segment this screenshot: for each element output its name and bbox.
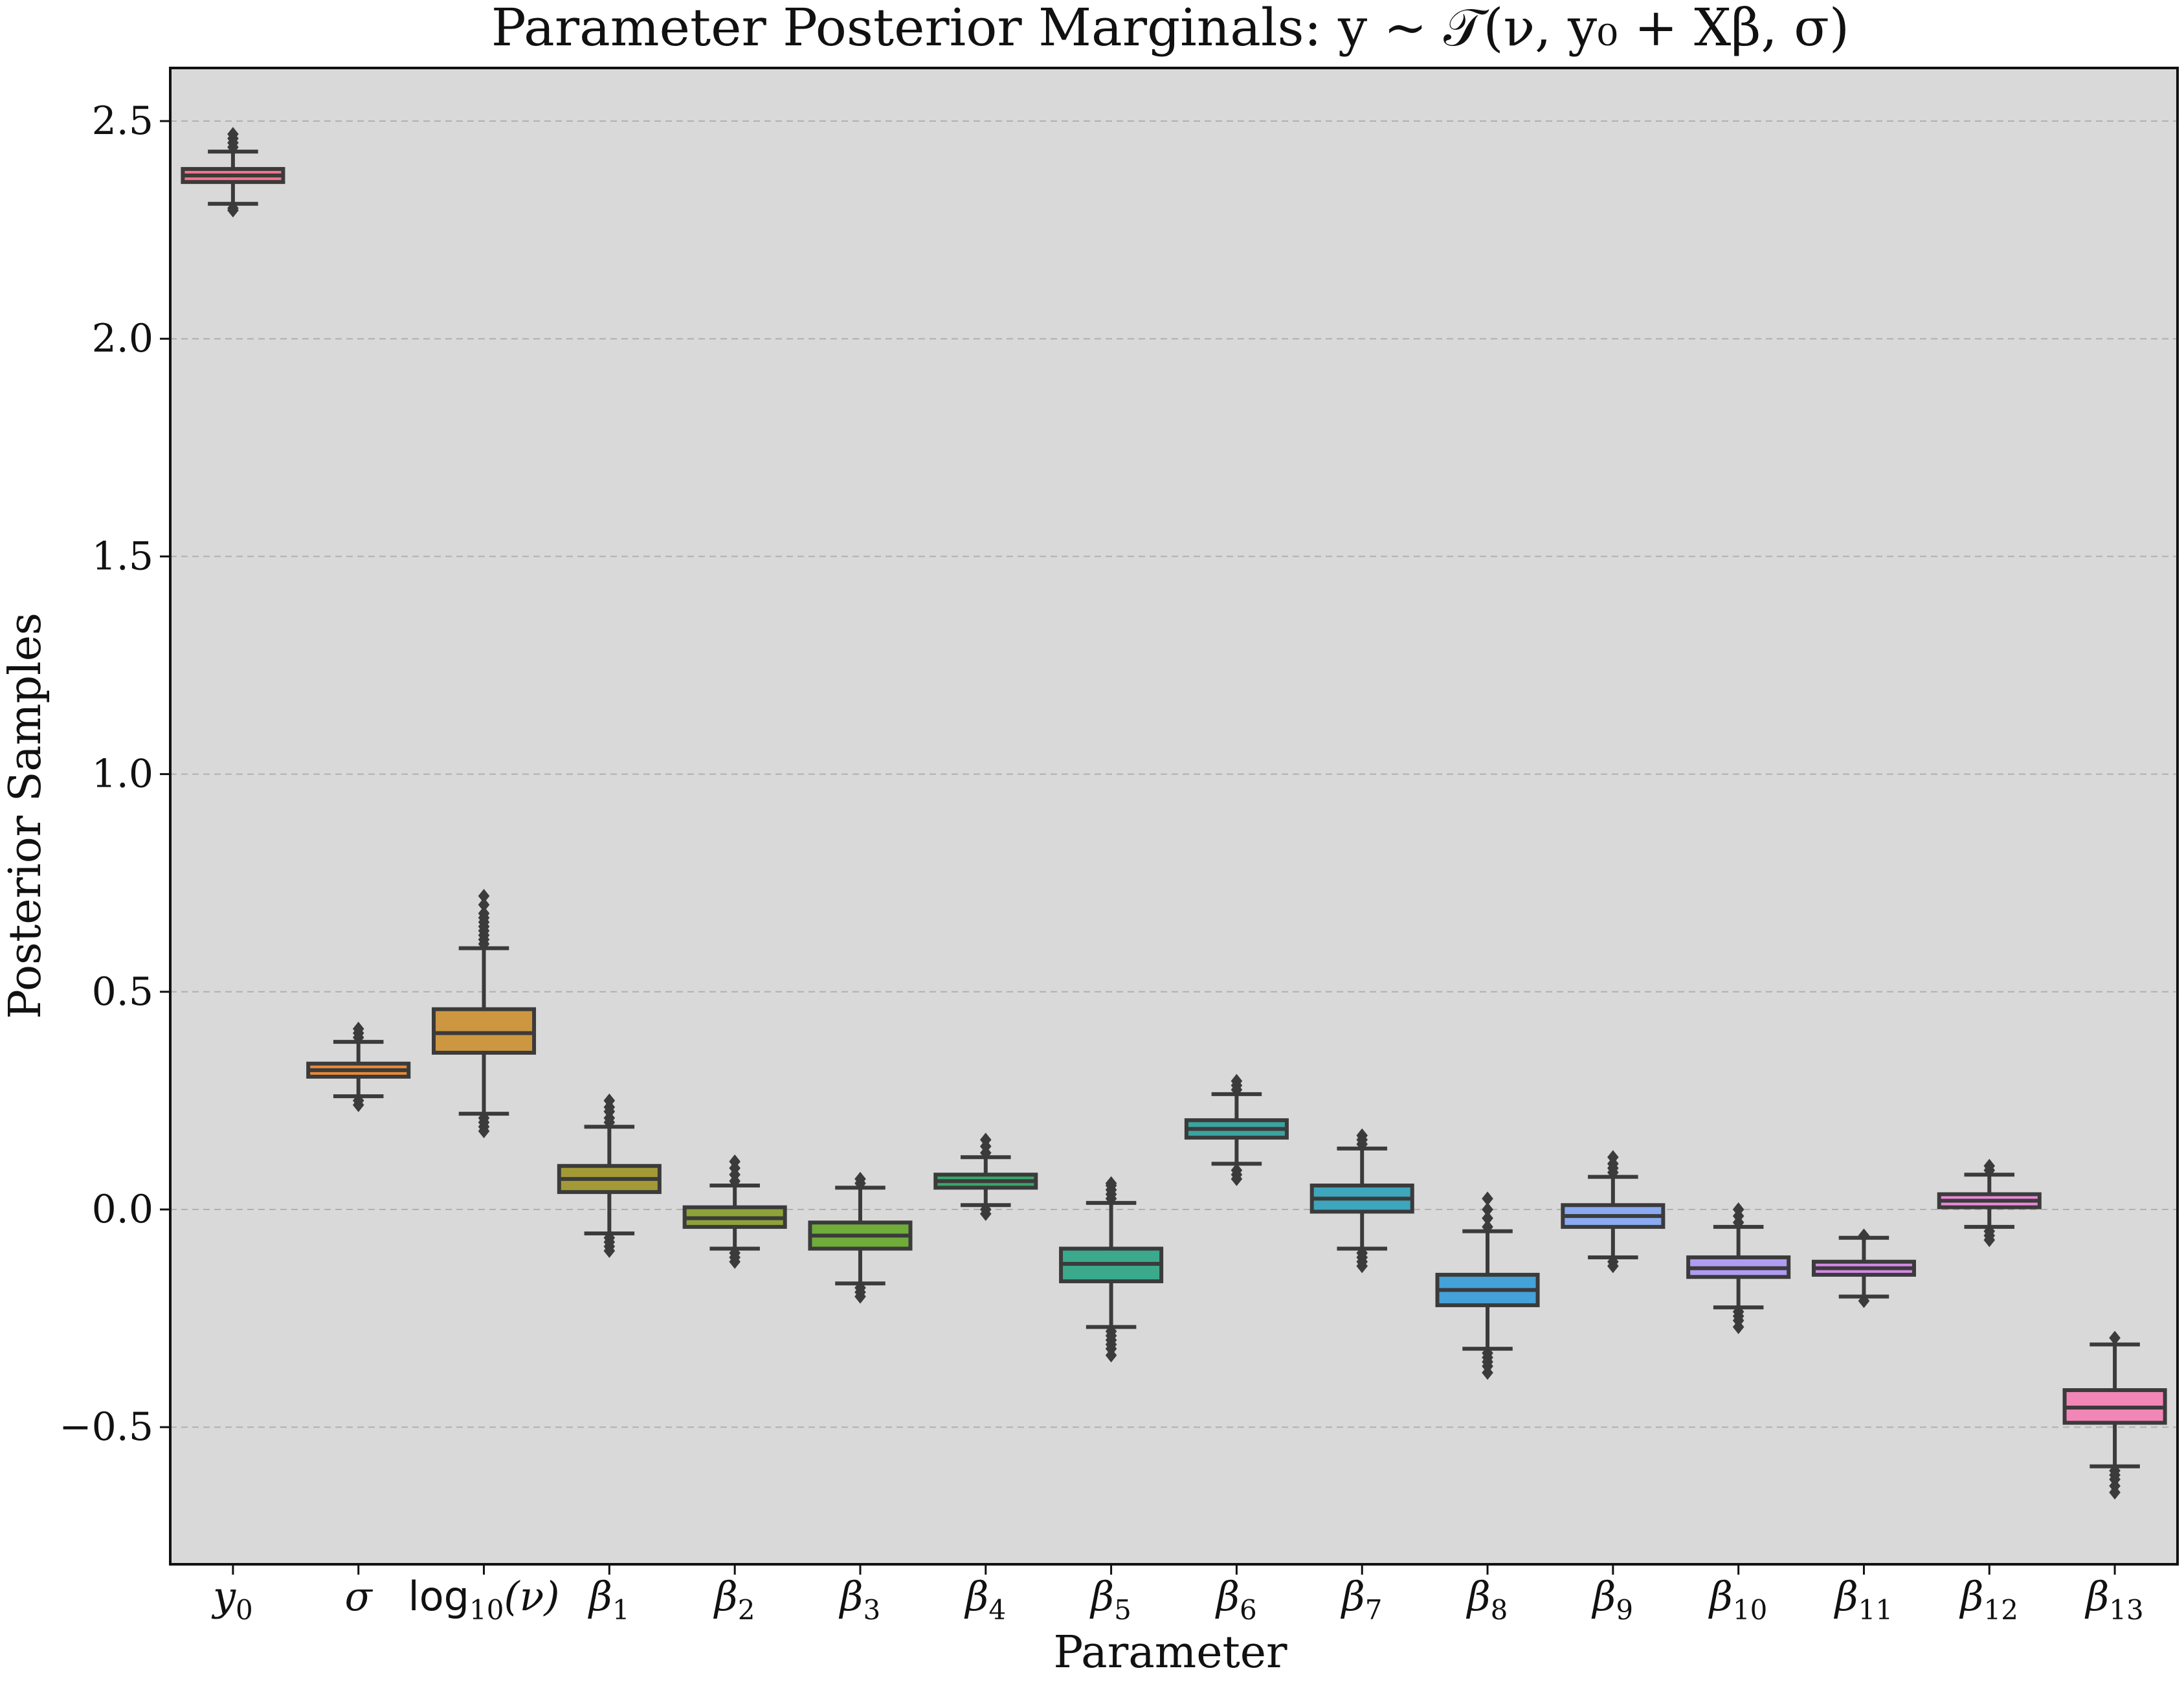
box-beta-10 — [1686, 1202, 1791, 1334]
box-log10-nu — [432, 888, 537, 1138]
outlier-point — [1356, 1128, 1368, 1143]
outlier-point — [2109, 1485, 2121, 1500]
outlier-point — [1105, 1348, 1117, 1363]
box-beta-12 — [1937, 1158, 2042, 1248]
box-beta-1 — [557, 1093, 662, 1258]
box-y0 — [181, 127, 285, 218]
outlier-point — [1356, 1259, 1368, 1274]
outlier-point — [478, 897, 490, 912]
plot-area — [170, 68, 2178, 1564]
x-tick-label: β5 — [1089, 1573, 1131, 1626]
box-beta-9 — [1561, 1150, 1666, 1274]
x-tick-label: β2 — [713, 1573, 755, 1626]
x-axis-ticks: y0 σ log10(ν) β1 β2 β3 β4 β5 β6 β7 β8 β9 β10 β11 β12 β1… — [211, 1564, 2144, 1626]
outlier-point — [352, 1021, 364, 1036]
outlier-point — [478, 906, 490, 921]
x-tick-label: β7 — [1341, 1573, 1383, 1626]
x-tick-label: β12 — [1959, 1573, 2018, 1626]
outlier-point — [729, 1154, 741, 1169]
outlier-point — [1858, 1294, 1870, 1309]
outlier-point — [227, 203, 239, 218]
outlier-point — [1858, 1228, 1870, 1243]
x-tick-label: β8 — [1466, 1573, 1508, 1626]
y-tick-label: 2.0 — [92, 316, 153, 361]
iqr-box — [432, 1007, 537, 1055]
box-beta-8 — [1435, 1191, 1540, 1380]
box-sigma — [306, 1021, 411, 1112]
box-beta-4 — [933, 1132, 1038, 1221]
x-tick-label: log10(ν) — [408, 1573, 560, 1626]
outlier-point — [478, 888, 490, 903]
box-beta-7 — [1309, 1128, 1414, 1274]
outlier-point — [854, 1171, 866, 1186]
x-tick-label: β11 — [1834, 1573, 1893, 1626]
y-tick-label: −0.5 — [59, 1404, 153, 1450]
chart-title: Parameter Posterior Marginals: y ~ 𝒯(ν, … — [491, 0, 1849, 58]
box-beta-11 — [1811, 1228, 1916, 1309]
outlier-point — [603, 1243, 616, 1258]
x-tick-label: β9 — [1592, 1573, 1634, 1626]
box-beta-3 — [808, 1171, 913, 1304]
outlier-point — [979, 1132, 992, 1147]
outlier-point — [1231, 1073, 1243, 1088]
y-tick-label: 2.5 — [92, 98, 153, 144]
outlier-point — [478, 1123, 490, 1138]
outlier-point — [729, 1254, 741, 1269]
outlier-point — [227, 127, 239, 142]
outlier-point — [1732, 1202, 1744, 1217]
box-beta-13 — [2062, 1331, 2167, 1500]
x-tick-label: y0 — [211, 1573, 253, 1626]
plot-frame — [169, 67, 2179, 1566]
outlier-point — [1482, 1219, 1493, 1234]
y-tick-label: 1.0 — [92, 752, 153, 797]
outlier-point — [1482, 1191, 1493, 1206]
x-tick-label: β10 — [1708, 1573, 1767, 1626]
outlier-point — [854, 1289, 866, 1304]
x-tick-label: β4 — [964, 1573, 1006, 1626]
gridlines — [170, 120, 2178, 1428]
outlier-point — [1482, 1202, 1493, 1217]
box-beta-6 — [1184, 1073, 1289, 1186]
x-axis-label: Parameter — [1053, 1627, 1287, 1678]
x-tick-label: β3 — [839, 1573, 881, 1626]
outlier-point — [1983, 1233, 1996, 1248]
y-tick-label: 1.5 — [92, 534, 153, 579]
outlier-point — [2109, 1331, 2121, 1345]
outlier-point — [603, 1093, 616, 1108]
y-axis-label: Posterior Samples — [0, 613, 51, 1019]
outlier-point — [352, 1097, 364, 1112]
outlier-point — [1105, 1176, 1117, 1191]
outlier-point — [1983, 1158, 1996, 1173]
outlier-point — [1231, 1171, 1243, 1186]
outlier-point — [1607, 1259, 1619, 1274]
outlier-point — [1482, 1366, 1493, 1380]
x-tick-label: β1 — [588, 1573, 630, 1626]
x-tick-label: β6 — [1215, 1573, 1257, 1626]
outlier-point — [979, 1206, 992, 1221]
outlier-point — [1732, 1320, 1744, 1334]
x-tick-label: β13 — [2084, 1573, 2143, 1626]
y-tick-label: 0.5 — [92, 969, 153, 1015]
y-tick-label: 0.0 — [92, 1187, 153, 1232]
box-beta-5 — [1059, 1176, 1164, 1363]
x-tick-label: σ — [345, 1573, 373, 1620]
box-series — [181, 127, 2167, 1500]
y-axis-ticks: −0.5 0.0 0.5 1.0 1.5 2.0 2.5 — [59, 98, 170, 1450]
outlier-point — [1482, 1211, 1493, 1226]
outlier-point — [1607, 1150, 1619, 1165]
box-beta-2 — [682, 1154, 787, 1269]
